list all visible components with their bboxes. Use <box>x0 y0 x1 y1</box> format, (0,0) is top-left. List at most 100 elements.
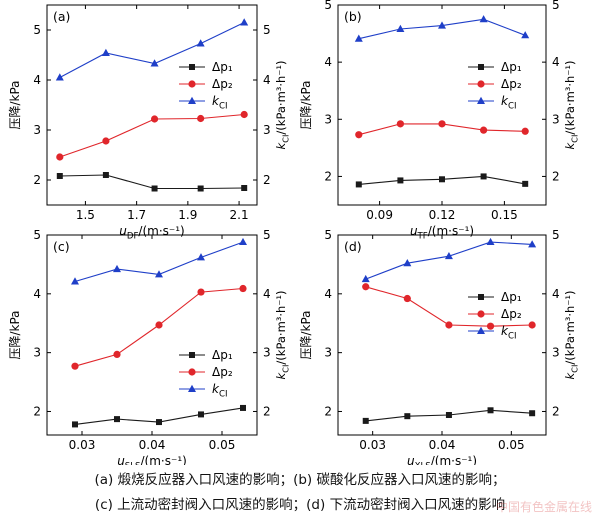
legend-marker-dp2 <box>477 80 485 88</box>
series-dp1 <box>355 173 529 188</box>
data-point-kci <box>521 31 530 39</box>
y-tick-label: 5 <box>33 228 41 242</box>
y2-axis-label-group: kCI/(kPa·m³·h⁻¹) <box>274 61 290 150</box>
data-point-dp2 <box>403 294 411 303</box>
data-point-dp1 <box>487 407 494 414</box>
x-tick-label: 1.5 <box>76 208 95 222</box>
series-kci <box>71 237 247 285</box>
y-tick-label: 2 <box>33 404 41 418</box>
y2-tick-label: 2 <box>552 404 560 418</box>
data-point-dp2 <box>445 321 453 329</box>
y2-tick-label: 3 <box>263 346 271 360</box>
data-point-dp1 <box>56 173 63 179</box>
y2-tick-label: 3 <box>552 346 560 360</box>
legend-label-kci: kCI <box>501 94 517 112</box>
data-point-dp1 <box>445 412 452 418</box>
x-tick-label: 0.05 <box>498 438 525 452</box>
data-point-kci <box>101 48 110 56</box>
data-point-dp1 <box>156 419 162 426</box>
y2-tick-label: 4 <box>263 73 271 87</box>
y2-tick-label: 4 <box>552 287 560 301</box>
y2-tick-label: 5 <box>552 0 560 12</box>
data-point-kci <box>403 259 412 267</box>
y-tick-label: 4 <box>33 287 41 301</box>
x-tick-label: 1.9 <box>178 208 197 222</box>
chart-panel-a: 1.5 1.7 1.9 2.123452345(a)uDF/(m·s⁻¹)压降/kPa… <box>8 4 290 242</box>
data-point-dp1 <box>151 185 158 192</box>
chart-panel-c: 0.03 0.04 0.05 2 3 4 5 2 3 4 5 (c) uSLS/(m·s⁻¹) 压降/kP… <box>8 228 290 465</box>
legend-label-dp2: Δp₂ <box>501 77 522 91</box>
legend-label-dp2: Δp₂ <box>212 365 233 379</box>
data-point-dp2 <box>102 137 110 145</box>
panel-label: (d) <box>344 239 362 254</box>
data-point-dp1 <box>439 176 445 183</box>
legend-label-kci: kCI <box>212 382 228 400</box>
y-tick-label: 5 <box>33 23 41 37</box>
series-dp1 <box>56 172 248 192</box>
data-point-dp2 <box>362 283 370 291</box>
legend-label-dp2: Δp₂ <box>501 307 522 321</box>
plot-frame <box>46 4 258 206</box>
chart-panel-b: 0.09 0.12 0.1523452345(b)uTF/(m·s⁻¹)压降/kPa… <box>299 0 579 242</box>
y2-tick-label: 4 <box>263 287 271 301</box>
series-dp2 <box>362 283 536 330</box>
data-point-kci <box>479 15 488 23</box>
series-dp1 <box>362 407 536 424</box>
plot-frame <box>46 234 258 436</box>
data-point-dp1 <box>197 185 204 192</box>
y2-axis-label: kCI/(kPa·m³·h⁻¹) <box>563 291 579 380</box>
data-point-dp2 <box>438 120 446 128</box>
legend-marker-dp2 <box>477 310 485 318</box>
legend-marker-dp2 <box>188 80 196 88</box>
y-axis-label: 压降/kPa <box>8 310 22 359</box>
data-point-dp1 <box>114 416 120 423</box>
y-tick-label: 3 <box>33 346 41 360</box>
y2-axis-label-group: kCI/(kPa·m³·h⁻¹) <box>563 291 579 380</box>
data-point-kci <box>354 34 363 42</box>
legend: Δp₁ Δp₂ kCI <box>179 60 233 112</box>
data-point-kci <box>438 21 446 29</box>
y-tick-label: 4 <box>33 73 41 87</box>
y2-axis-label-group: kCI/(kPa·m³·h⁻¹) <box>274 291 290 380</box>
y2-axis-label: kCI/(kPa·m³·h⁻¹) <box>563 61 579 150</box>
x-tick-label: 2.1 <box>230 208 249 222</box>
watermark: 中国有色金属在线 <box>495 500 592 514</box>
x-tick-label: 0.04 <box>139 438 166 452</box>
data-point-kci <box>196 39 205 47</box>
data-point-dp2 <box>155 321 163 329</box>
data-point-dp2 <box>197 288 205 296</box>
data-point-dp1 <box>102 172 109 178</box>
x-axis-label: uXLS/(m·s⁻¹) <box>407 454 477 465</box>
legend-marker-kci <box>477 96 485 104</box>
y-tick-label: 4 <box>324 55 332 69</box>
data-point-kci <box>155 270 163 278</box>
y-axis-label: 压降/kPa <box>299 80 313 129</box>
panel-label: (c) <box>53 239 70 254</box>
y2-tick-label: 5 <box>263 228 271 242</box>
data-point-dp2 <box>239 284 247 293</box>
y-tick-label: 3 <box>33 123 41 137</box>
data-point-kci <box>486 237 495 246</box>
series-line-kci <box>365 241 533 280</box>
series-dp2 <box>355 120 529 139</box>
legend: Δp₁ Δp₂ kCI <box>468 60 522 112</box>
data-point-kci <box>240 18 249 26</box>
data-point-kci <box>55 73 64 81</box>
data-point-dp2 <box>56 153 64 161</box>
data-point-kci <box>239 237 247 246</box>
figure-canvas: 1.5 1.7 1.9 2.123452345(a)uDF/(m·s⁻¹)压降/kPa… <box>8 0 579 465</box>
y-axis-label: 压降/kPa <box>8 80 22 129</box>
data-point-dp1 <box>397 177 404 184</box>
legend: Δp₁ Δp₂ kCI <box>179 348 233 400</box>
x-tick-label: 1.7 <box>127 208 146 222</box>
data-point-dp1 <box>362 417 369 424</box>
data-point-dp1 <box>240 404 246 411</box>
data-point-dp2 <box>486 322 495 330</box>
x-tick-label: 0.15 <box>491 208 518 222</box>
data-point-dp1 <box>480 173 487 180</box>
panel-label: (a) <box>53 9 70 24</box>
y-tick-label: 3 <box>324 112 332 126</box>
data-point-dp2 <box>113 350 121 359</box>
data-point-dp2 <box>396 120 404 128</box>
y-tick-label: 5 <box>324 0 332 12</box>
